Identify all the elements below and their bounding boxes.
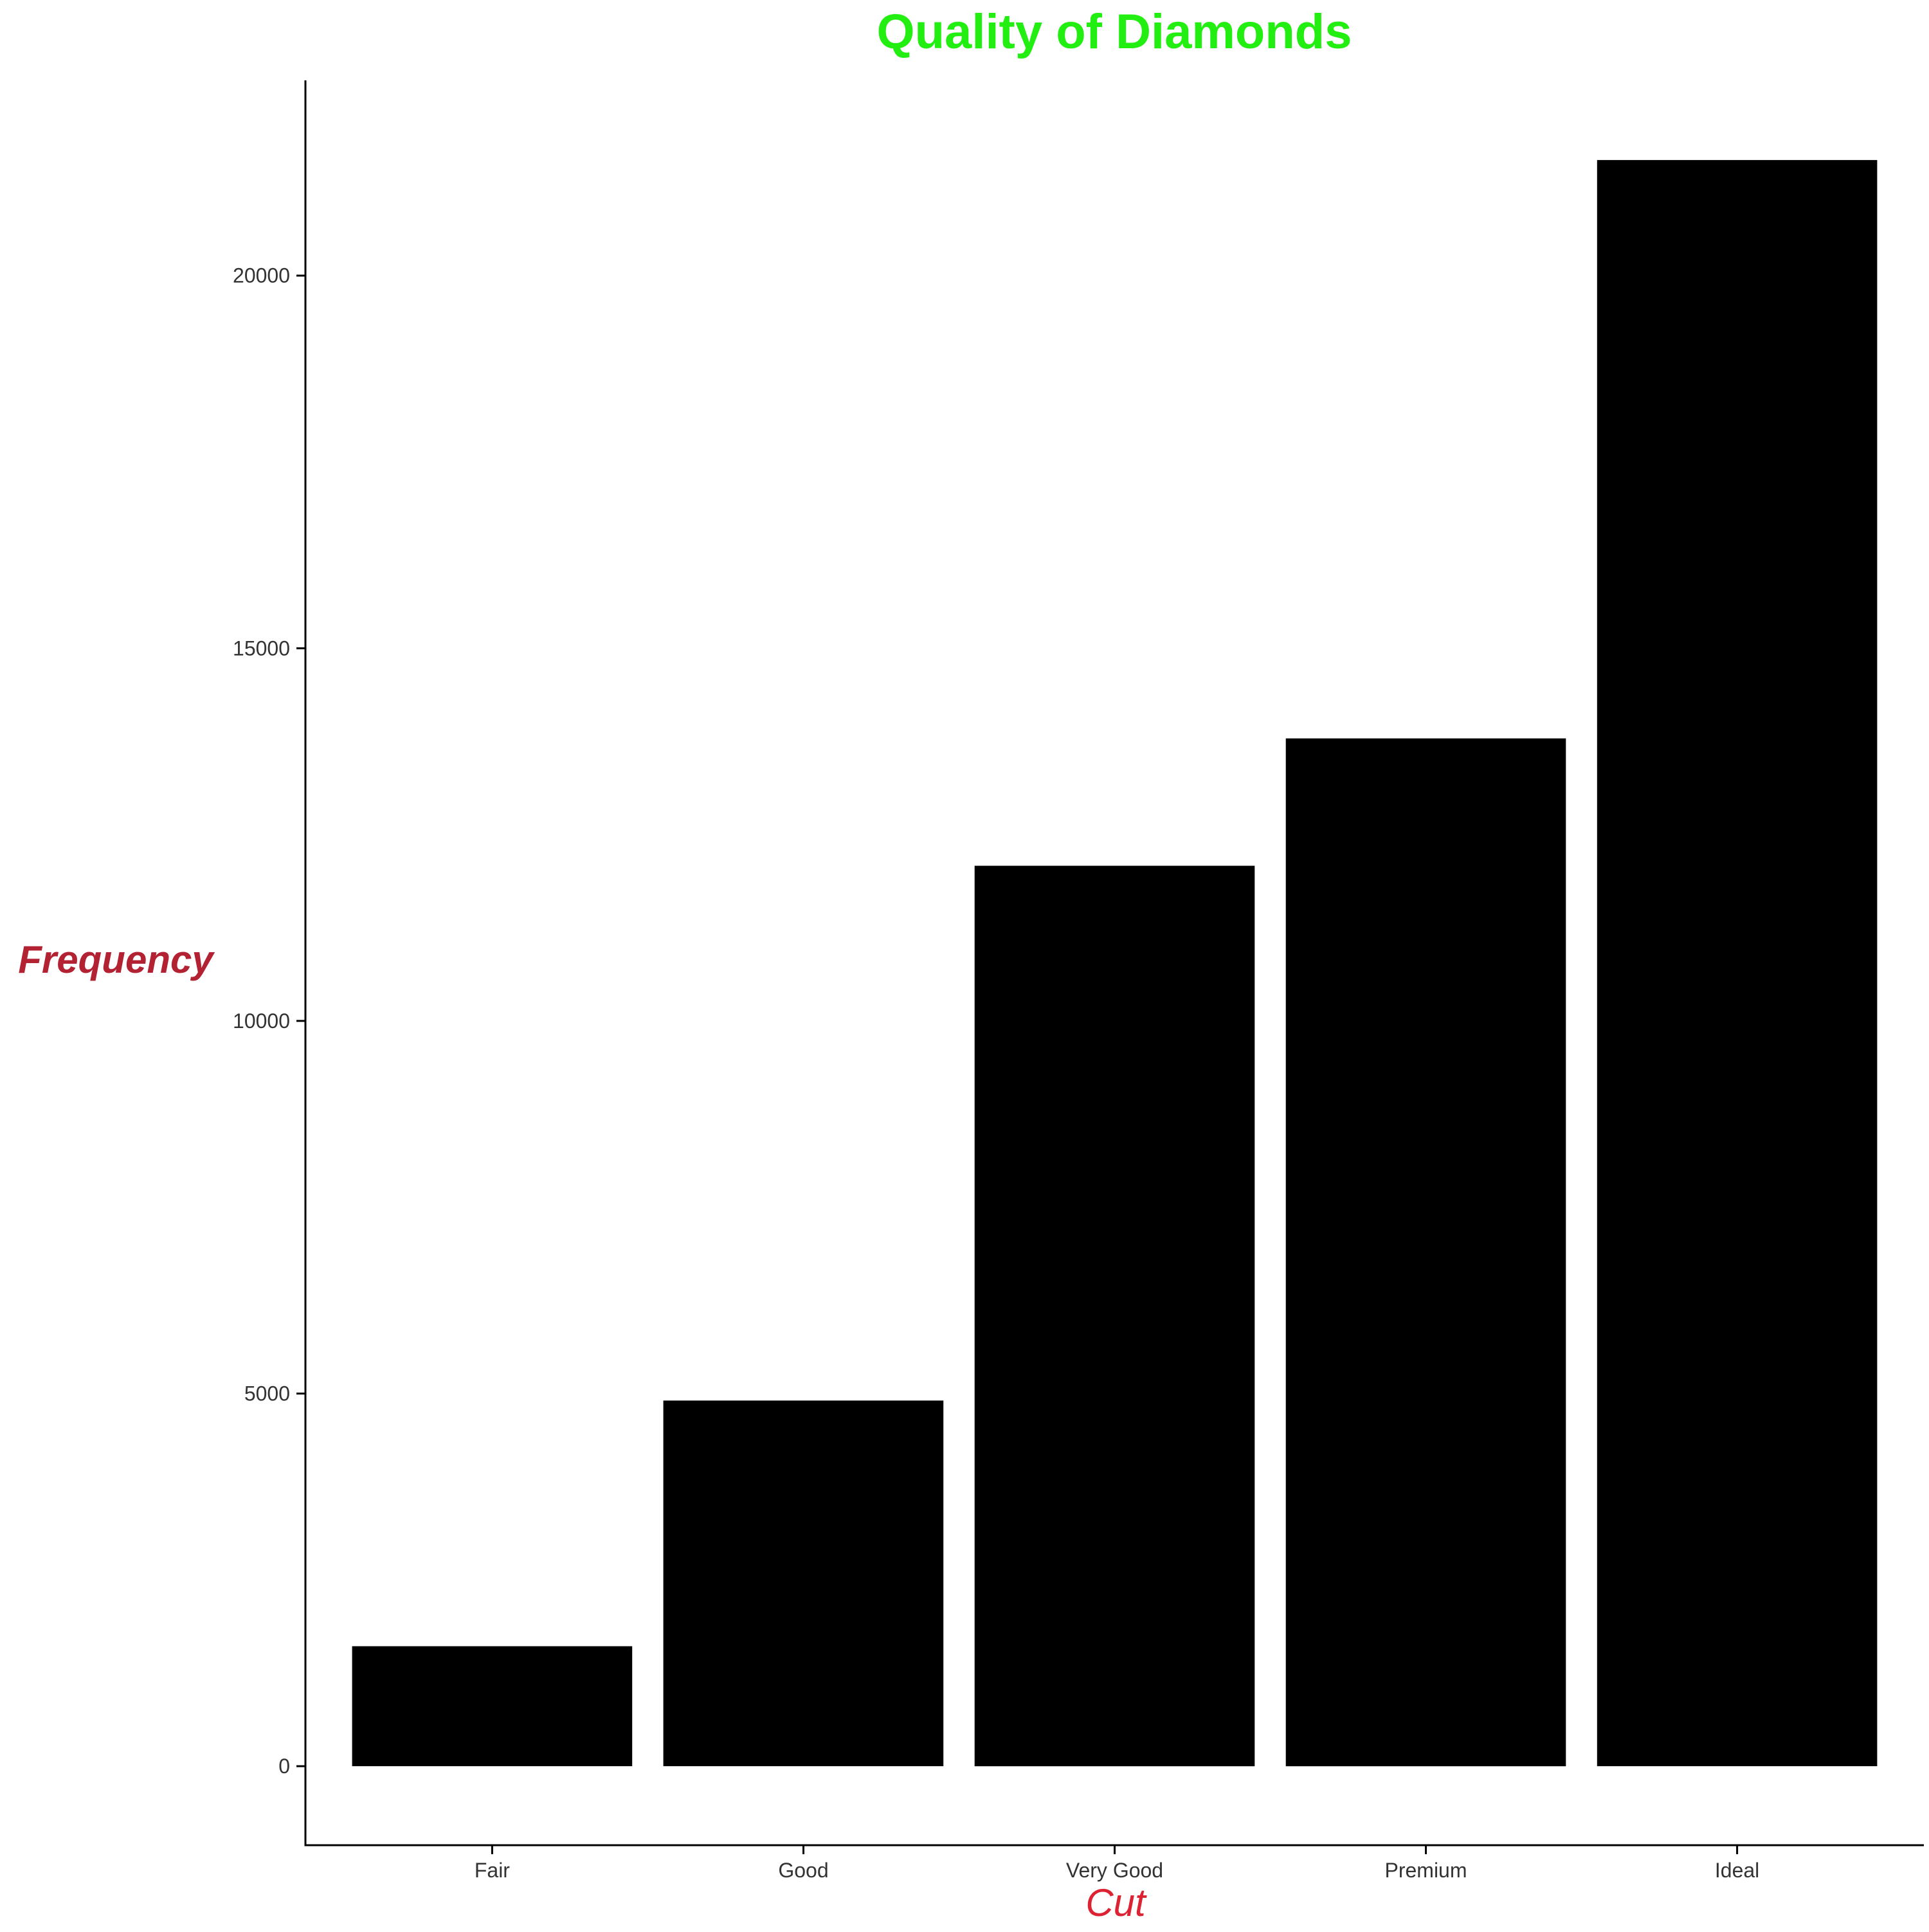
x-axis-title: Cut — [1085, 1881, 1147, 1924]
y-tick-label: 5000 — [244, 1382, 290, 1405]
x-tick-label: Ideal — [1715, 1859, 1759, 1882]
x-tick-label: Fair — [475, 1859, 510, 1882]
bars-layer — [352, 159, 1878, 1767]
y-axis-ticks: 0 5000 10000 15000 20000 — [233, 264, 305, 1778]
x-axis-ticks: Fair Good Very Good Premium Ideal — [475, 1845, 1759, 1882]
bar-very-good — [974, 865, 1255, 1767]
bar-premium — [1285, 738, 1566, 1767]
y-tick-label: 15000 — [233, 636, 290, 660]
x-tick-label: Very Good — [1066, 1859, 1163, 1882]
bar-good — [663, 1400, 944, 1767]
y-tick-label: 20000 — [233, 264, 290, 287]
chart-title: Quality of Diamonds — [877, 5, 1352, 59]
x-tick-label: Premium — [1384, 1859, 1467, 1882]
y-tick-label: 10000 — [233, 1009, 290, 1033]
y-axis-title: Frequency — [18, 938, 215, 981]
x-tick-label: Good — [778, 1859, 828, 1882]
bar-fair — [352, 1646, 633, 1767]
y-tick-label: 0 — [278, 1755, 290, 1778]
bar-ideal — [1597, 159, 1878, 1767]
